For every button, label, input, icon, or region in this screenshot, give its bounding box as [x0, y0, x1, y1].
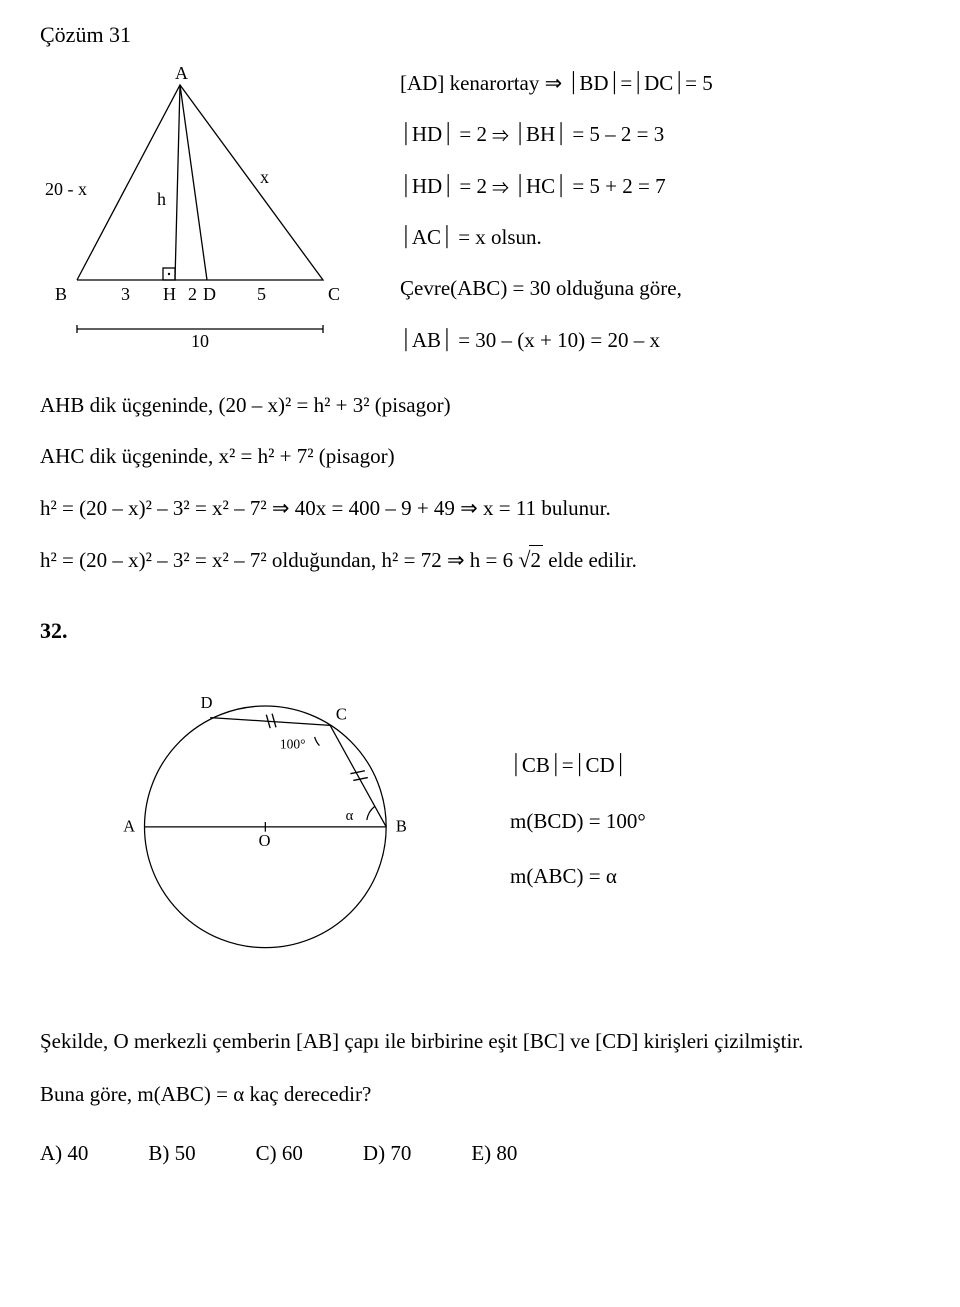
choice-C[interactable]: C) 60	[256, 1139, 303, 1168]
q32-ask: Buna göre, m(ABC) = α kaç derecedir?	[40, 1080, 920, 1109]
line-3: h² = (20 – x)² – 3² = x² – 7² ⇒ 40x = 40…	[40, 494, 920, 523]
label-total: 10	[191, 331, 209, 351]
q32-text: Şekilde, O merkezli çemberin [AB] çapı i…	[40, 1027, 920, 1056]
label-x: x	[260, 167, 269, 187]
vertex-D: D	[203, 284, 216, 304]
choice-E[interactable]: E) 80	[471, 1139, 517, 1168]
line-4: h² = (20 – x)² – 3² = x² – 7² olduğundan…	[40, 545, 920, 576]
right-equations: [AD] kenarortay ⇒ ⏐BD⏐=⏐DC⏐= 5 ⏐HD⏐ = 2 …	[400, 65, 713, 365]
choice-A[interactable]: A) 40	[40, 1139, 88, 1168]
line4-post: elde edilir.	[548, 548, 637, 572]
circ-D: D	[201, 692, 213, 711]
q32-g1: ⏐CB⏐=⏐CD⏐	[510, 751, 646, 780]
vertex-H: H	[163, 284, 176, 304]
choice-B[interactable]: B) 50	[148, 1139, 195, 1168]
label-h: h	[157, 189, 166, 209]
question-32-block: A B C D O 100° α ⏐CB⏐=⏐CD⏐ m(BCD) = 100°…	[40, 677, 920, 967]
line-1: AHB dik üçgeninde, (20 – x)² = h² + 3² (…	[40, 391, 920, 420]
angle-alpha: α	[346, 808, 354, 824]
q32-g3: m(ABC) = α	[510, 862, 646, 891]
page-title: Çözüm 31	[40, 20, 920, 51]
answer-choices: A) 40 B) 50 C) 60 D) 70 E) 80	[40, 1139, 920, 1168]
angle-100: 100°	[280, 736, 306, 751]
circ-O: O	[259, 831, 271, 850]
eq-3: ⏐HD⏐ = 2 ⇒ ⏐HC⏐ = 5 + 2 = 7	[400, 172, 713, 201]
q32-given: ⏐CB⏐=⏐CD⏐ m(BCD) = 100° m(ABC) = α	[510, 751, 646, 891]
line4-pre: h² = (20 – x)² – 3² = x² – 7² olduğundan…	[40, 548, 513, 572]
sqrt-2: 2	[518, 545, 543, 576]
triangle-figure: A B C H D 20 - x x h 3 2 5 10	[40, 65, 380, 365]
vertex-C: C	[328, 284, 340, 304]
vertex-B: B	[55, 284, 67, 304]
q32-g2: m(BCD) = 100°	[510, 807, 646, 836]
choice-D[interactable]: D) 70	[363, 1139, 411, 1168]
question-32-label: 32.	[40, 616, 920, 647]
eq-1: [AD] kenarortay ⇒ ⏐BD⏐=⏐DC⏐= 5	[400, 69, 713, 98]
top-block: A B C H D 20 - x x h 3 2 5 10 [AD] kenar…	[40, 65, 920, 365]
derivation-lines: AHB dik üçgeninde, (20 – x)² = h² + 3² (…	[40, 391, 920, 576]
circ-A: A	[123, 816, 135, 835]
label-HD: 2	[188, 284, 197, 304]
line-2: AHC dik üçgeninde, x² = h² + 7² (pisagor…	[40, 442, 920, 471]
eq-2: ⏐HD⏐ = 2 ⇒ ⏐BH⏐ = 5 – 2 = 3	[400, 120, 713, 149]
circ-C: C	[336, 704, 347, 723]
vertex-A: A	[175, 65, 188, 83]
label-BH: 3	[121, 284, 130, 304]
circle-figure: A B C D O 100° α	[110, 677, 440, 967]
label-20-x: 20 - x	[45, 179, 87, 199]
eq-6: ⏐AB⏐ = 30 – (x + 10) = 20 – x	[400, 326, 713, 355]
circ-B: B	[396, 816, 407, 835]
label-DC: 5	[257, 284, 266, 304]
eq-5: Çevre(ABC) = 30 olduğuna göre,	[400, 274, 713, 303]
eq-4: ⏐AC⏐ = x olsun.	[400, 223, 713, 252]
